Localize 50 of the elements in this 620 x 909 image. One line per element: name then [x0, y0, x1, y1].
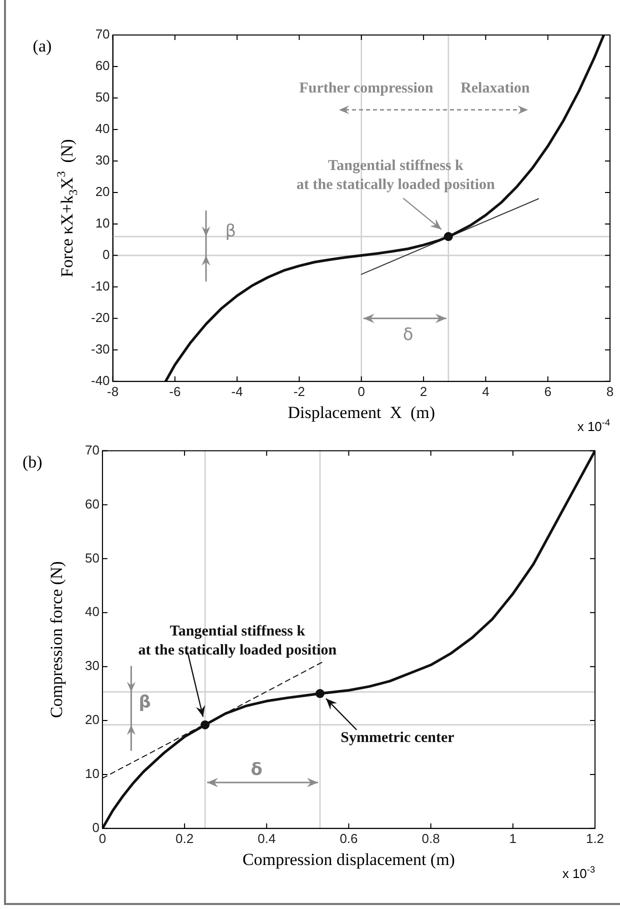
x-tick-label: -4	[231, 384, 243, 399]
annotation: β	[225, 222, 236, 242]
chart-title: (b)	[22, 452, 42, 472]
x-tick-label: 1.2	[586, 830, 604, 846]
x-tick-label: 8	[606, 384, 614, 399]
y-tick-label: 40	[95, 121, 110, 136]
y-tick-label: 40	[84, 604, 100, 620]
y-tick-label: -40	[90, 372, 110, 388]
y-tick-label: 10	[95, 216, 110, 231]
chart-title: (a)	[32, 36, 52, 56]
y-tick-label: 60	[95, 58, 110, 74]
x-tick-label: 0.4	[258, 830, 276, 846]
y-tick-label: 20	[84, 712, 100, 728]
x-tick-label: 4	[482, 384, 490, 399]
x-tick-label: -2	[293, 384, 306, 399]
x-tick-label: 6	[544, 384, 552, 399]
y-tick-label: 10	[84, 766, 100, 782]
x-tick-label: 0.2	[176, 830, 194, 846]
y-tick-label: 70	[84, 442, 100, 458]
y-tick-label: 50	[84, 550, 100, 566]
y-tick-label: 30	[84, 658, 100, 674]
annotation: Symmetric center	[340, 730, 455, 746]
x-axis-title: Displacement X (m)	[288, 402, 436, 422]
x-axis-title: Compression displacement (m)	[242, 850, 455, 869]
y-tick-label: 0	[92, 820, 100, 835]
x-tick-label: 1	[509, 830, 517, 846]
x-tick-label: -6	[169, 384, 181, 399]
annotation: δ	[402, 325, 414, 346]
annotation: Tangential stiffness k at the statically loaded position	[296, 158, 496, 194]
y-tick-label: 60	[84, 496, 100, 512]
y-tick-label: 30	[95, 152, 110, 168]
y-tick-label: -10	[90, 278, 110, 294]
x-tick-label: 0	[358, 384, 366, 399]
x-tick-label: 2	[420, 384, 428, 399]
annotation: δ	[250, 760, 262, 780]
x-tick-label: 0.6	[340, 830, 358, 846]
x-tick-label: 0.8	[422, 830, 440, 846]
y-tick-label: 70	[95, 26, 110, 42]
annotation: β	[138, 692, 151, 712]
y-tick-label: 0	[102, 247, 110, 262]
x-tick-label: -8	[107, 384, 119, 399]
y-tick-label: 20	[95, 184, 110, 200]
y-tick-label: 50	[95, 90, 110, 105]
y-axis-title: Force κX+k3X3 (N)	[54, 139, 80, 278]
y-axis-title: Compression force (N)	[46, 561, 66, 718]
y-tick-label: -20	[90, 310, 110, 325]
annotation: Tangential stiffness k at the statically loaded position	[138, 624, 338, 659]
annotation: Relaxation	[460, 80, 530, 97]
y-tick-label: -30	[90, 341, 110, 356]
annotation: Further compression	[299, 80, 434, 97]
